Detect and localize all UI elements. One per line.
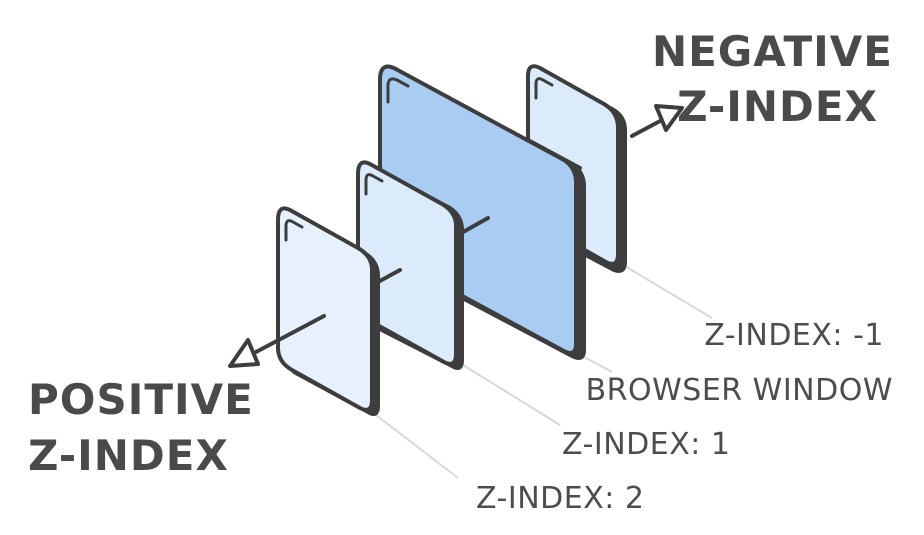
arrow-positive-shaft — [254, 314, 326, 354]
heading-negative-line2: Z-INDEX — [677, 82, 878, 131]
heading-positive-line2: Z-INDEX — [28, 431, 229, 480]
layer-z-minus-1-highlight — [534, 77, 554, 100]
label-browser-window: BROWSER WINDOW — [586, 373, 893, 408]
label-z-2: Z-INDEX: 2 — [476, 481, 644, 516]
layer-z-2 — [276, 206, 380, 416]
connector-z-2-to-z-1 — [376, 268, 402, 284]
label-z-minus-1: Z-INDEX: -1 — [704, 318, 884, 353]
layer-z-1-face — [356, 160, 458, 366]
layer-z-1 — [356, 160, 464, 370]
heading-positive-line1: POSITIVE — [28, 375, 254, 424]
browser-window-highlight — [386, 77, 410, 104]
browser-window-face — [378, 64, 578, 355]
heading-negative-line1: NEGATIVE — [652, 27, 893, 76]
leader-line-z-minus-1 — [617, 261, 713, 319]
layer-z-1-highlight — [364, 173, 384, 196]
layer-z-2-face — [276, 206, 374, 412]
label-z-1: Z-INDEX: 1 — [562, 427, 730, 462]
arrow-positive — [228, 314, 326, 368]
arrow-positive-head — [228, 338, 260, 368]
arrow-negative-head — [654, 104, 684, 132]
leader-line-z-1 — [454, 359, 561, 426]
arrow-negative — [630, 104, 684, 138]
layer-z-2-highlight — [284, 219, 304, 242]
arrow-negative-shaft — [630, 118, 664, 138]
leader-line-z-2 — [371, 411, 459, 479]
